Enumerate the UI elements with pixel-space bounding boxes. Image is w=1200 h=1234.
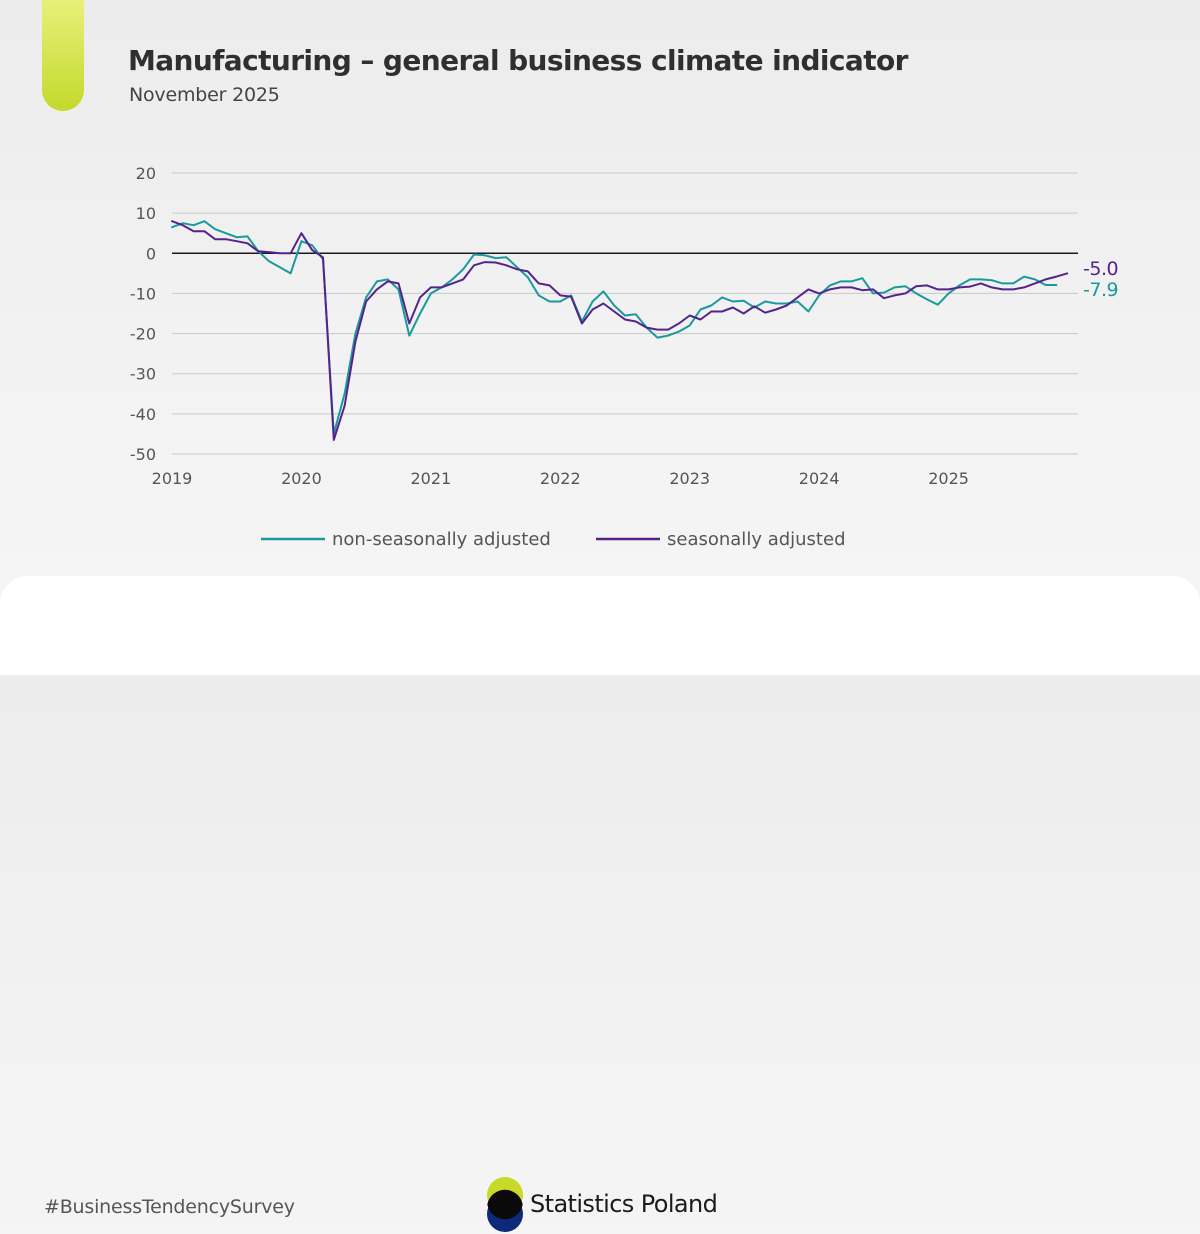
y-tick-label: -10 bbox=[130, 284, 156, 303]
grid-lines bbox=[172, 172, 1078, 455]
y-tick-label: 0 bbox=[146, 244, 156, 263]
x-tick-label: 2019 bbox=[152, 469, 193, 488]
y-axis-ticks: 20 10 0 -10 -20 -30 -40 -50 bbox=[130, 164, 156, 464]
y-tick-label: -30 bbox=[130, 365, 156, 384]
accent-tab bbox=[42, 0, 84, 111]
statistics-poland-logo[interactable]: Statistics Poland bbox=[486, 1176, 726, 1234]
y-tick-label: 20 bbox=[136, 164, 156, 183]
end-labels: -7.9-5.0 bbox=[1083, 258, 1119, 301]
legend-label: non-seasonally adjusted bbox=[332, 529, 551, 550]
y-tick-label: 10 bbox=[136, 204, 156, 223]
x-tick-label: 2023 bbox=[669, 469, 710, 488]
legend: non-seasonally adjusted seasonally adjust… bbox=[261, 529, 846, 550]
line-chart: 20 10 0 -10 -20 -30 -40 -50 2019 2020 2021 2022 202… bbox=[130, 164, 1119, 550]
x-tick-label: 2021 bbox=[410, 469, 451, 488]
hashtag-text: #BusinessTendencySurvey bbox=[44, 1196, 295, 1218]
end-label-non-seasonally-adjusted: -7.9 bbox=[1083, 279, 1118, 301]
page-subtitle: November 2025 bbox=[129, 84, 280, 106]
footer: #BusinessTendencySurvey Statistics Polan… bbox=[0, 576, 1200, 1232]
end-label-seasonally-adjusted: -5.0 bbox=[1083, 258, 1118, 280]
logo-mark-icon bbox=[487, 1177, 523, 1232]
page-title: Manufacturing – general business climate… bbox=[128, 44, 908, 77]
y-tick-label: -20 bbox=[130, 325, 156, 344]
y-tick-label: -50 bbox=[130, 445, 156, 464]
x-tick-label: 2022 bbox=[540, 469, 581, 488]
x-tick-label: 2024 bbox=[799, 469, 840, 488]
x-tick-label: 2020 bbox=[281, 469, 322, 488]
y-tick-label: -40 bbox=[130, 405, 156, 424]
x-tick-label: 2025 bbox=[928, 469, 969, 488]
x-axis-ticks: 2019 2020 2021 2022 2023 2024 2025 bbox=[152, 469, 969, 488]
series-line-seasonally-adjusted bbox=[171, 220, 1069, 441]
legend-label: seasonally adjusted bbox=[667, 529, 846, 550]
logo-text: Statistics Poland bbox=[530, 1190, 718, 1218]
series-lines bbox=[171, 220, 1069, 441]
